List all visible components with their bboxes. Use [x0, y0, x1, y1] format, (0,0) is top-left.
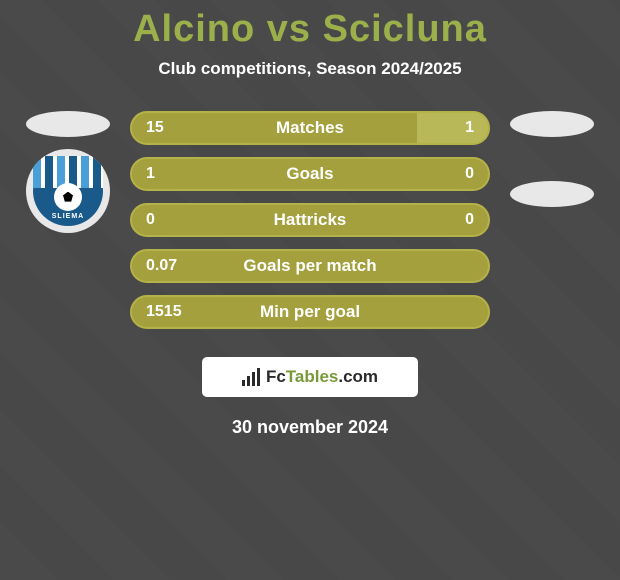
player-left-column: SLIEMA: [22, 111, 114, 233]
page-subtitle: Club competitions, Season 2024/2025: [0, 59, 620, 79]
content-container: Alcino vs Scicluna Club competitions, Se…: [0, 0, 620, 438]
comparison-row: SLIEMA 15 Matches 1 1 Goals 0 0 Hattrick…: [0, 111, 620, 329]
player-left-club-badge: SLIEMA: [26, 149, 110, 233]
stat-bar-min-per-goal: 1515 Min per goal: [130, 295, 490, 329]
stat-label: Goals per match: [243, 256, 376, 276]
date-line: 30 november 2024: [0, 417, 620, 438]
stat-right-value: 0: [465, 165, 474, 183]
player-right-avatar-placeholder: [510, 111, 594, 137]
bars-icon: [242, 368, 260, 386]
stat-right-value: 0: [465, 211, 474, 229]
stat-label: Hattricks: [274, 210, 347, 230]
brand-part2: Tables: [286, 367, 339, 386]
stat-left-value: 1515: [146, 303, 182, 321]
stat-left-value: 1: [146, 165, 155, 183]
brand-text: FcTables.com: [266, 367, 378, 387]
stat-bar-matches: 15 Matches 1: [130, 111, 490, 145]
player-right-column: [506, 111, 598, 207]
stat-bar-goals-per-match: 0.07 Goals per match: [130, 249, 490, 283]
stat-bar-goals: 1 Goals 0: [130, 157, 490, 191]
stat-bar-hattricks: 0 Hattricks 0: [130, 203, 490, 237]
stat-label: Goals: [286, 164, 333, 184]
brand-part3: .com: [338, 367, 378, 386]
stat-label: Min per goal: [260, 302, 360, 322]
stat-left-value: 0: [146, 211, 155, 229]
stat-left-value: 15: [146, 119, 164, 137]
stat-right-value: 1: [465, 119, 474, 137]
stats-column: 15 Matches 1 1 Goals 0 0 Hattricks 0 0.0…: [130, 111, 490, 329]
stat-left-value: 0.07: [146, 257, 177, 275]
stat-label: Matches: [276, 118, 344, 138]
club-badge-inner: SLIEMA: [33, 156, 103, 226]
source-badge[interactable]: FcTables.com: [202, 357, 418, 397]
page-title: Alcino vs Scicluna: [0, 8, 620, 51]
brand-part1: Fc: [266, 367, 286, 386]
player-right-club-placeholder: [510, 181, 594, 207]
club-badge-text: SLIEMA: [33, 213, 103, 220]
player-left-avatar-placeholder: [26, 111, 110, 137]
